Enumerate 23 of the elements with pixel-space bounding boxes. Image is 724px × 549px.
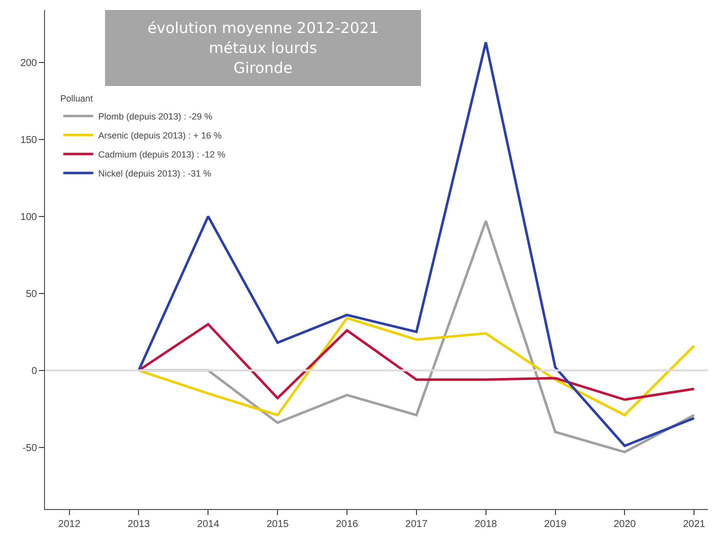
legend-label: Arsenic (depuis 2013) : + 16 % [98, 130, 222, 141]
legend-label: Plomb (depuis 2013) : -29 % [98, 112, 212, 122]
x-tick-label: 2021 [682, 519, 706, 530]
y-tick-label: 200 [20, 58, 38, 69]
y-tick-label: 150 [20, 134, 38, 146]
x-tick-label: 2018 [474, 519, 498, 530]
y-tick-label: -50 [22, 442, 38, 454]
y-tick-label: 100 [20, 212, 38, 223]
y-tick-label: 50 [26, 288, 38, 300]
legend-label: Nickel (depuis 2013) : -31 % [98, 168, 212, 179]
x-tick-label: 2012 [58, 519, 81, 530]
x-tick-label: 2020 [614, 519, 636, 530]
x-tick-label: 2019 [544, 519, 567, 530]
legend-label: Cadmium (depuis 2013) : -12 % [98, 150, 226, 160]
title-box: évolution moyenne 2012-2021 métaux lourds Gironde [105, 10, 421, 86]
x-tick-label: 2017 [405, 519, 428, 530]
y-tick-label: 0 [31, 366, 38, 377]
x-tick-label: 2016 [336, 519, 359, 530]
legend-title: Polluant [60, 94, 94, 104]
line-series [137, 316, 696, 416]
x-tick-label: 2013 [128, 519, 150, 530]
x-tick-label: 2015 [266, 519, 290, 530]
x-tick-label: 2014 [197, 519, 220, 530]
